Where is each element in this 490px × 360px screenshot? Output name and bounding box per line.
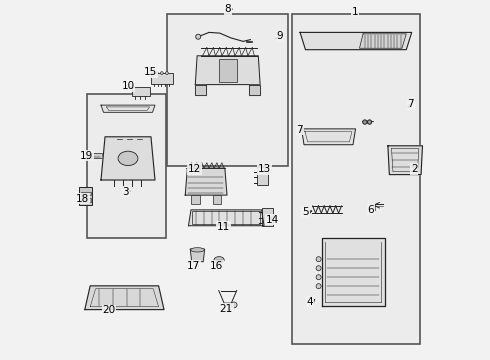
Bar [213, 195, 221, 204]
Text: 1: 1 [351, 6, 358, 17]
Text: 20: 20 [102, 305, 116, 315]
Bar [81, 198, 91, 202]
Text: 5: 5 [302, 207, 309, 217]
Text: 12: 12 [188, 164, 201, 174]
Bar [257, 167, 268, 185]
Text: 10: 10 [122, 81, 135, 91]
Circle shape [368, 120, 372, 124]
Text: 21: 21 [220, 304, 233, 314]
Text: 3: 3 [122, 186, 129, 197]
Bar [262, 208, 273, 226]
Bar [192, 211, 261, 224]
Polygon shape [300, 32, 412, 50]
Text: 19: 19 [80, 150, 93, 161]
Text: 16: 16 [210, 261, 223, 271]
Circle shape [316, 284, 321, 289]
Bar [87, 153, 102, 158]
Bar [132, 87, 149, 96]
Polygon shape [388, 146, 422, 175]
Circle shape [316, 275, 321, 280]
Text: 6: 6 [368, 204, 374, 215]
Bar [87, 94, 166, 238]
Polygon shape [321, 238, 385, 306]
Text: 17: 17 [187, 261, 200, 271]
Circle shape [196, 34, 201, 39]
Circle shape [316, 257, 321, 262]
Bar [81, 192, 91, 195]
Ellipse shape [118, 151, 138, 166]
Circle shape [160, 72, 163, 75]
Text: 8: 8 [224, 4, 231, 14]
Text: 18: 18 [75, 194, 89, 204]
Bar [79, 187, 92, 205]
Polygon shape [85, 286, 164, 310]
Polygon shape [101, 105, 155, 112]
Text: 14: 14 [266, 215, 279, 225]
Ellipse shape [214, 257, 224, 263]
Polygon shape [185, 168, 227, 195]
Circle shape [166, 72, 169, 75]
Circle shape [231, 302, 237, 308]
Text: 7: 7 [296, 125, 303, 135]
Polygon shape [196, 85, 206, 95]
Text: 15: 15 [144, 67, 157, 77]
Text: 11: 11 [217, 222, 230, 232]
Text: 13: 13 [258, 164, 271, 174]
Text: 9: 9 [276, 31, 283, 41]
Circle shape [155, 72, 158, 75]
Bar [191, 195, 199, 204]
Text: 7: 7 [407, 99, 414, 109]
Polygon shape [101, 137, 155, 180]
Polygon shape [249, 85, 260, 95]
Polygon shape [190, 249, 205, 262]
Polygon shape [189, 210, 264, 226]
Text: 4: 4 [306, 297, 313, 307]
Polygon shape [196, 56, 260, 85]
Text: 2: 2 [411, 164, 417, 174]
Ellipse shape [191, 248, 204, 252]
Bar [292, 14, 419, 344]
Polygon shape [301, 129, 356, 145]
Bar [167, 14, 288, 166]
Bar [151, 73, 173, 84]
Circle shape [363, 120, 367, 124]
Bar [219, 59, 237, 82]
Circle shape [316, 266, 321, 271]
Polygon shape [360, 34, 406, 48]
